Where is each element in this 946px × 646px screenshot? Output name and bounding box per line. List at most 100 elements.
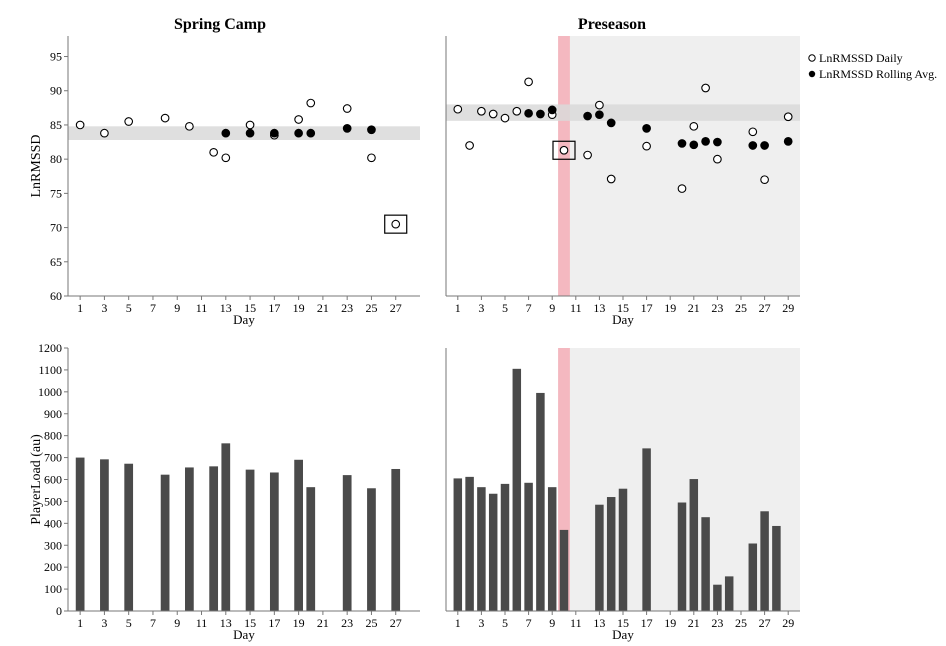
daily-point-27 xyxy=(391,219,401,229)
x-tick-label: 3 xyxy=(478,301,484,315)
title-spring-camp: Spring Camp xyxy=(174,16,266,33)
legend-open-marker xyxy=(808,54,816,62)
x-tick-label: 3 xyxy=(101,616,107,630)
rolling-point-29 xyxy=(783,137,793,146)
daily-point-17 xyxy=(642,141,651,151)
x-tick-label: 21 xyxy=(317,616,329,630)
x-tick-label: 9 xyxy=(549,616,555,630)
daily-point-8 xyxy=(160,113,170,123)
rolling-point-14 xyxy=(606,118,616,128)
highlight-day-band xyxy=(558,36,570,296)
x-tick-label: 29 xyxy=(782,616,794,630)
bar-day-27 xyxy=(760,511,769,611)
bar-day-10 xyxy=(559,529,569,611)
daily-point-2 xyxy=(465,141,474,150)
highlight-day-band xyxy=(558,348,570,611)
x-tick-label: 5 xyxy=(502,616,508,630)
x-tick-label: 27 xyxy=(390,301,402,315)
x-tick-label: 9 xyxy=(174,301,180,315)
normal-range-band xyxy=(68,126,420,140)
daily-point-21 xyxy=(689,121,699,131)
daily-point-26 xyxy=(748,127,758,137)
x-tick-label: 25 xyxy=(735,301,747,315)
daily-point-23 xyxy=(713,154,722,164)
rolling-point-20 xyxy=(677,139,687,148)
y-tick-label: 70 xyxy=(50,221,62,235)
x-tick-label: 1 xyxy=(455,301,461,315)
preseason-shade xyxy=(558,36,800,296)
x-tick-label: 15 xyxy=(617,616,629,630)
x-tick-label: 17 xyxy=(268,301,280,315)
x-tick-label: 3 xyxy=(101,301,107,315)
x-tick-label: 17 xyxy=(641,616,653,630)
daily-point-5 xyxy=(124,117,134,126)
panel-spring-playerload: 1 3 5 7 9 11 13 15 17 19 21 23 25 27Day01002003004005… xyxy=(29,341,420,642)
x-tick-label: 11 xyxy=(570,301,582,315)
y-tick-label: 65 xyxy=(50,255,62,269)
y-tick-label: 900 xyxy=(44,407,62,421)
y-tick-label: 600 xyxy=(44,473,62,487)
x-tick-label: 15 xyxy=(244,301,256,315)
title-preseason: Preseason xyxy=(578,16,646,33)
bar-day-25 xyxy=(367,488,376,611)
daily-point-20 xyxy=(306,98,316,108)
x-tick-label: 7 xyxy=(526,616,532,630)
x-tick-label: 11 xyxy=(196,301,208,315)
x-tick-label: 13 xyxy=(220,616,232,630)
bar-day-24 xyxy=(724,576,734,611)
daily-point-13 xyxy=(221,153,231,163)
panel-spring-hrv: 1 3 5 7 9 11 13 15 17 19 21 23 25 27Day60657075808590… xyxy=(29,36,420,327)
x-axis-title: Day xyxy=(233,312,255,327)
x-tick-label: 7 xyxy=(150,301,156,315)
x-axis-title: Day xyxy=(612,627,634,642)
y-tick-label: 0 xyxy=(56,604,62,618)
x-tick-label: 19 xyxy=(664,301,676,315)
legend-filled-marker xyxy=(808,70,816,78)
bar-day-15 xyxy=(618,488,628,611)
x-tick-label: 13 xyxy=(593,301,605,315)
bar-day-8 xyxy=(536,392,545,611)
y-tick-label: 1000 xyxy=(38,385,62,399)
daily-point-13 xyxy=(595,100,604,110)
daily-point-1 xyxy=(453,104,463,114)
bar-day-2 xyxy=(465,476,474,611)
bar-day-22 xyxy=(701,517,710,611)
daily-point-3 xyxy=(100,128,109,138)
x-tick-label: 7 xyxy=(526,301,532,315)
x-tick-label: 5 xyxy=(126,301,132,315)
y-tick-label: 300 xyxy=(44,538,62,552)
rolling-point-13 xyxy=(221,128,231,138)
normal-range-band xyxy=(446,104,800,121)
bar-day-1 xyxy=(453,478,463,611)
x-tick-label: 11 xyxy=(196,616,208,630)
outlier-box xyxy=(552,140,576,160)
x-tick-label: 15 xyxy=(244,616,256,630)
y-tick-label: 90 xyxy=(50,84,62,98)
rolling-point-7 xyxy=(524,108,533,118)
daily-point-5 xyxy=(500,113,510,123)
bar-day-10 xyxy=(185,467,194,611)
bar-day-20 xyxy=(306,487,316,611)
x-tick-label: 25 xyxy=(735,616,747,630)
x-axis-title: Day xyxy=(233,627,255,642)
legend-daily-label: LnRMSSD Daily xyxy=(819,51,903,65)
bar-day-4 xyxy=(488,493,498,611)
y-tick-label: 200 xyxy=(44,560,62,574)
bar-day-17 xyxy=(642,448,651,611)
x-tick-label: 9 xyxy=(549,301,555,315)
daily-point-27 xyxy=(760,175,769,185)
x-tick-label: 5 xyxy=(502,301,508,315)
y-axis-title: LnRMSSD xyxy=(29,134,44,197)
rolling-point-17 xyxy=(642,124,651,133)
bar-day-9 xyxy=(547,487,557,611)
x-tick-label: 27 xyxy=(759,616,771,630)
y-tick-label: 95 xyxy=(50,50,62,64)
legend: LnRMSSD Daily LnRMSSD Rolling Avg. xyxy=(808,51,937,81)
rolling-point-12 xyxy=(583,111,592,121)
bar-day-23 xyxy=(713,584,722,611)
y-tick-label: 400 xyxy=(44,516,62,530)
x-tick-label: 7 xyxy=(150,616,156,630)
x-tick-label: 23 xyxy=(711,301,723,315)
bar-day-15 xyxy=(245,469,255,611)
daily-point-7 xyxy=(524,77,533,87)
